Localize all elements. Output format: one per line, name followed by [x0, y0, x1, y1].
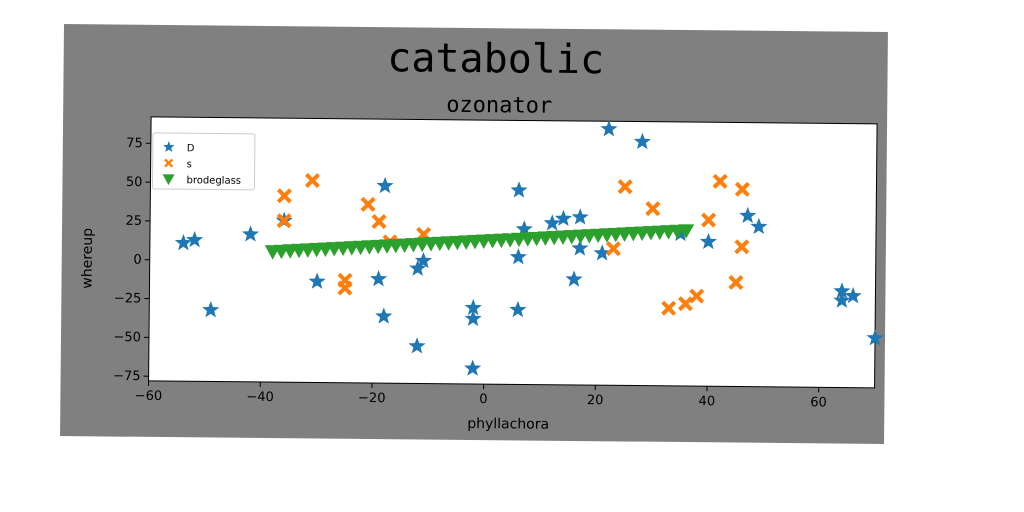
y-tick-label: 50: [126, 175, 143, 190]
y-tick-label: −75: [113, 369, 141, 384]
series-d-point: [739, 206, 757, 224]
series-d-point: [375, 307, 393, 324]
legend-box: [151, 132, 256, 191]
x-tick-label: −60: [135, 389, 163, 404]
series-d-point: [464, 359, 482, 376]
series-d-point: [174, 234, 192, 251]
figure-card: catabolic ozonator −60 −40 −20 0 20 40 60 −75 −5…: [60, 24, 888, 444]
series-d-point: [844, 287, 862, 304]
series-s-point: [712, 173, 728, 189]
series-d-point: [633, 132, 651, 150]
legend-label: brodeglass: [186, 175, 241, 187]
x-tick-label: −40: [246, 390, 274, 405]
series-d-point: [554, 209, 572, 227]
series-d-point: [833, 282, 851, 299]
chart-title: catabolic: [387, 35, 604, 83]
series-d-point: [202, 301, 220, 318]
x-axis-label: phyllachora: [467, 416, 549, 433]
series-d-point: [565, 270, 583, 287]
series-d-point: [308, 272, 326, 289]
series-d-point: [571, 208, 589, 225]
series-d-point: [370, 270, 388, 287]
series-s-point: [304, 173, 320, 189]
x-tick-label: 20: [587, 393, 604, 408]
y-tick-label: −25: [114, 291, 142, 306]
series-d-point: [376, 176, 394, 194]
series-s-point: [645, 201, 661, 217]
y-tick-label: −50: [113, 330, 141, 345]
legend-marker: [162, 174, 175, 186]
y-tick-label: 75: [126, 136, 143, 151]
series-d-point: [833, 291, 851, 308]
legend-label: s: [187, 159, 192, 170]
series-s-point: [661, 300, 677, 316]
series-d-point: [408, 337, 426, 354]
y-axis-label: whereup: [79, 228, 96, 289]
series-d-point: [241, 225, 260, 242]
series-d-point: [750, 217, 768, 235]
series-d-point: [509, 300, 527, 318]
series-d-point: [509, 248, 527, 265]
series-d-point: [699, 232, 717, 250]
y-tick-label: 25: [125, 214, 142, 229]
series-s-point: [276, 213, 292, 229]
series-d-point: [414, 251, 432, 269]
series-s-point: [728, 274, 744, 291]
series-s-point: [605, 241, 621, 257]
series-s-point: [617, 179, 633, 195]
series-d-point: [409, 259, 427, 276]
x-tick-label: 40: [699, 394, 716, 409]
series-d-point: [593, 244, 611, 261]
legend-marker: [164, 158, 174, 168]
x-tick-label: −20: [358, 391, 386, 406]
brodeglass-marker: [678, 224, 695, 239]
x-tick-label: 60: [810, 395, 827, 410]
series-d-point: [515, 220, 533, 237]
series-s-point: [337, 280, 353, 296]
series-d-point: [464, 309, 482, 327]
legend: Ds brodeglass: [151, 132, 256, 191]
series-d-point: [510, 181, 528, 198]
chart-svg: catabolic ozonator −60 −40 −20 0 20 40 60 −75 −5…: [79, 35, 884, 433]
series-s-point: [689, 288, 705, 304]
series-s-point: [677, 296, 694, 312]
legend-marker: [163, 141, 175, 152]
series-s-point: [734, 239, 750, 255]
series-s-point: [276, 188, 292, 204]
legend-label: D: [187, 143, 195, 154]
series-s-point: [360, 196, 376, 212]
axis-ticks: −60 −40 −20 0 20 40 60 −75 −50 −25 0 25 50 75: [113, 136, 827, 410]
x-tick-label: 0: [479, 392, 487, 407]
series-d-point: [600, 120, 618, 137]
series-d-point: [866, 329, 884, 346]
series-d-point: [186, 230, 204, 248]
series-d-point: [543, 214, 561, 231]
series-d-point: [464, 298, 482, 316]
series-d-point: [571, 239, 589, 256]
y-tick-label: 0: [133, 253, 141, 268]
chart-marks: [174, 120, 884, 376]
chart-subtitle: ozonator: [446, 93, 552, 119]
series-s-point: [734, 181, 750, 197]
series-s-point: [371, 214, 387, 230]
plot-area: [148, 116, 878, 389]
series-s-point: [701, 212, 717, 228]
